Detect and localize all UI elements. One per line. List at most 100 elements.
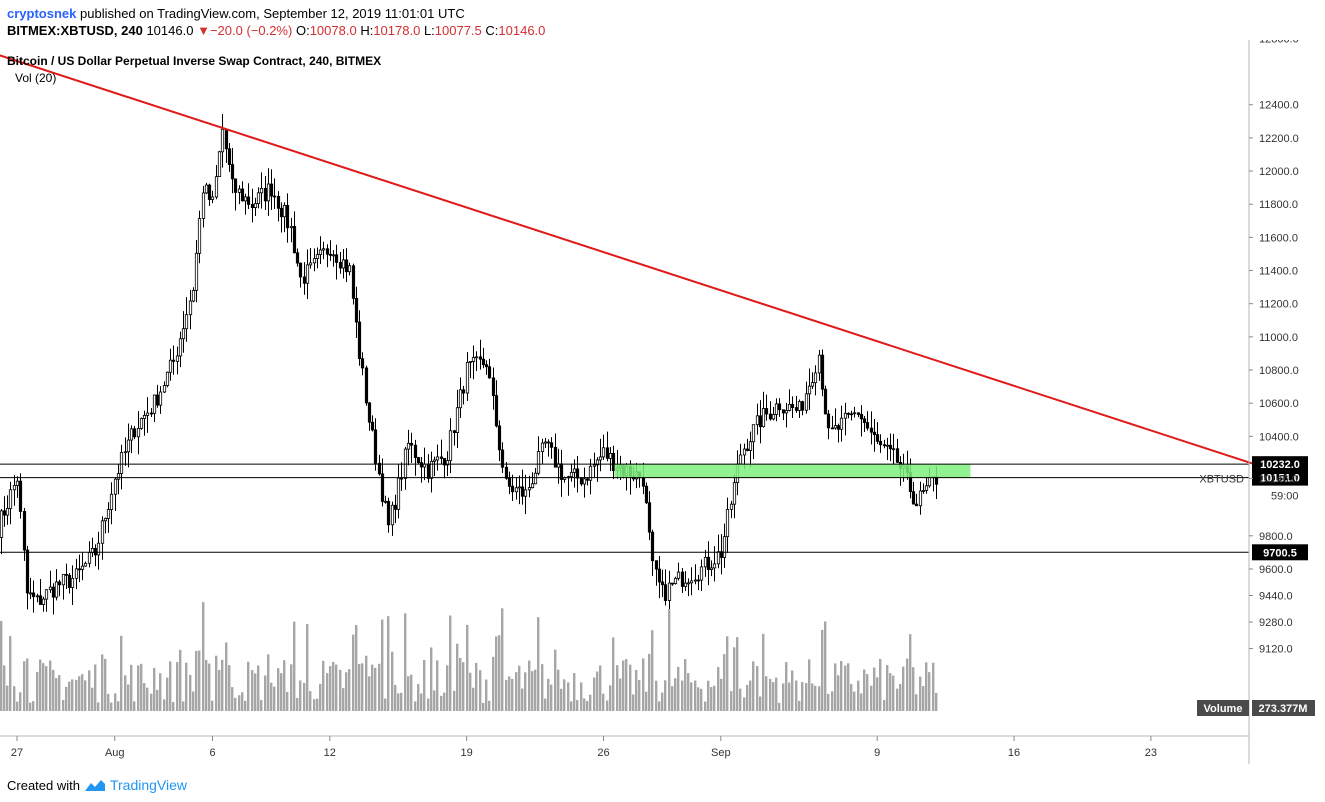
price-chart[interactable]: 12800.0 12400.0 12200.0 12000.0 11800.0 11600…	[0, 40, 1325, 770]
candle-body	[100, 520, 105, 544]
candle-body	[370, 421, 375, 431]
candle-body	[305, 264, 310, 284]
volume-bar	[739, 688, 742, 711]
volume-bar	[798, 700, 801, 711]
tradingview-brand[interactable]: TradingView	[109, 777, 188, 793]
volume-bar	[316, 698, 319, 711]
volume-bar	[260, 699, 263, 711]
price-tick-label: 9120.0	[1259, 644, 1293, 656]
candle-body	[693, 579, 698, 582]
candle-body	[285, 204, 290, 229]
volume-bar	[462, 662, 465, 711]
candle-body	[553, 446, 558, 468]
candle-body	[364, 367, 369, 404]
volume-bar	[430, 647, 433, 711]
volume-bar	[410, 674, 413, 711]
volume-bar	[554, 649, 557, 711]
price-tick-label: 9600.0	[1259, 564, 1293, 576]
candle-body	[380, 473, 385, 502]
candle-body	[856, 412, 861, 415]
low-label: L:	[423, 23, 435, 38]
candle-body	[504, 466, 509, 479]
candle-body	[181, 328, 186, 340]
down-arrow-icon: ▼	[197, 23, 210, 38]
volume-bar	[638, 679, 641, 711]
candle-body	[817, 354, 822, 374]
volume-bar	[932, 662, 935, 711]
candle-body	[722, 536, 727, 558]
volume-bar	[130, 664, 133, 711]
volume-bar	[821, 629, 824, 711]
candle-body	[419, 462, 424, 468]
volume-bar	[720, 678, 723, 711]
volume-bar	[166, 677, 169, 711]
volume-bar	[840, 661, 843, 711]
volume-bar	[358, 664, 361, 711]
volume-bar	[619, 678, 622, 711]
candle-body	[373, 429, 378, 464]
candle-body	[165, 371, 170, 386]
volume-bar	[925, 662, 928, 711]
volume-bar	[371, 664, 374, 711]
candle-body	[768, 413, 773, 420]
time-axis[interactable]: 27 Aug 6 12 19 26 Sep 9 16 23	[11, 736, 1157, 759]
volume-bar	[400, 692, 403, 711]
candle-body	[774, 403, 779, 415]
volume-bar	[511, 678, 514, 711]
volume-bar	[449, 615, 452, 711]
volume-bar	[146, 687, 149, 711]
candle-body	[846, 412, 851, 415]
candle-body	[676, 571, 681, 579]
volume-bar	[234, 697, 237, 711]
candle-body	[517, 486, 522, 489]
candle-body	[377, 462, 382, 475]
price-tick-label: 12400.0	[1259, 100, 1299, 112]
candle-body	[758, 415, 763, 428]
volume-bar	[0, 620, 3, 711]
footer: Created with TradingView	[7, 777, 187, 793]
price-level-label: 9700.5	[1263, 547, 1297, 559]
candle-body	[800, 401, 805, 411]
candle-body	[142, 415, 147, 419]
volume-bar	[664, 680, 667, 711]
volume-bar	[365, 655, 368, 711]
volume-bar	[795, 680, 798, 711]
volume-bar	[583, 698, 586, 711]
candle-body	[103, 518, 108, 522]
price-axis[interactable]: 12800.0 12400.0 12200.0 12000.0 11800.0 11600…	[1249, 40, 1299, 656]
candle-body	[673, 577, 678, 584]
candle-body	[683, 582, 688, 587]
candle-body	[83, 562, 88, 567]
author-name[interactable]: cryptosnek	[7, 6, 77, 21]
candle-body	[328, 253, 333, 256]
volume-bar	[632, 694, 635, 711]
volume-bar	[251, 670, 254, 711]
candle-body	[582, 478, 587, 485]
volume-bar	[534, 669, 537, 711]
volume-bar	[674, 678, 677, 711]
volume-bar	[342, 688, 345, 711]
volume-bar	[892, 675, 895, 711]
candle-body	[777, 403, 782, 411]
volume-bar	[326, 673, 329, 711]
candle-body	[530, 483, 535, 488]
volume-bar	[602, 693, 605, 711]
volume-bar	[801, 682, 804, 711]
price-tick-label: 9800.0	[1259, 531, 1293, 543]
candle-body	[315, 254, 320, 260]
candle-body	[109, 493, 114, 510]
candle-body	[266, 183, 271, 202]
candle-body	[74, 568, 79, 579]
volume-bar	[75, 679, 78, 711]
volume-bar	[286, 691, 289, 711]
volume-bar	[208, 663, 211, 711]
volume-bar	[169, 661, 172, 711]
candle-body	[885, 444, 890, 447]
candle-body	[5, 508, 10, 516]
volume-bar	[110, 702, 113, 711]
volume-bar	[537, 617, 540, 711]
candle-body	[35, 595, 40, 598]
candle-body	[478, 356, 483, 360]
candle-body	[442, 458, 447, 466]
candle-body	[797, 401, 802, 411]
